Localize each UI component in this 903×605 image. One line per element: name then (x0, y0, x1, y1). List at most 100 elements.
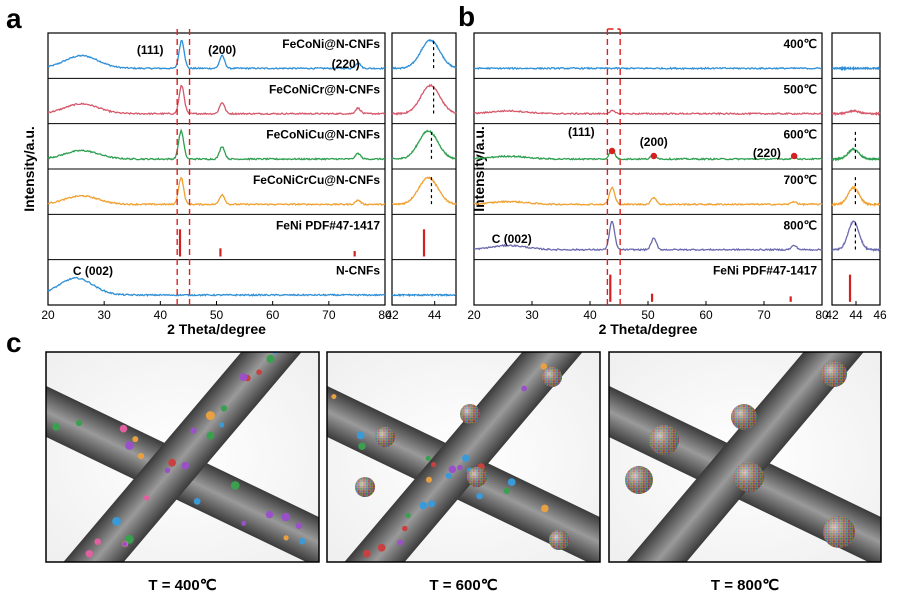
render-image-1 (29, 352, 319, 593)
peak-marker-dot (650, 152, 657, 160)
metal-atom (230, 481, 240, 490)
x-tick-label: 70 (757, 308, 771, 322)
series-line (47, 128, 386, 161)
render-image-2 (327, 291, 600, 562)
metal-atom (77, 587, 83, 593)
x-tick-label: 40 (583, 308, 597, 322)
metal-atom (582, 291, 590, 299)
alloy-nanoparticle-shade (821, 361, 847, 387)
metal-atom (426, 476, 432, 483)
alloy-nanoparticle-shade (823, 516, 855, 548)
series-line (48, 84, 386, 116)
metal-atom (76, 419, 83, 427)
reference-label: FeNi PDF#47-1417 (713, 264, 817, 278)
peak-label-111: (111) (137, 43, 164, 57)
alloy-nanoparticle-shade (731, 404, 757, 430)
series-line (47, 176, 386, 207)
x-tick-label: 70 (322, 308, 336, 322)
x-tick-label: 40 (154, 308, 168, 322)
series-label: 500℃ (784, 82, 818, 96)
panel-a: a Intensity/a.u. FeCoNi@N-CNFs FeCoNiCr@N-C… (6, 3, 457, 337)
alloy-nanoparticle-shade (460, 404, 480, 424)
panel-b: bIntensity/a.u.400℃500℃600℃700℃800℃FeNi … (458, 1, 887, 337)
panel-label: a (6, 3, 22, 34)
metal-atom (96, 562, 102, 568)
series-line (473, 221, 823, 252)
metal-atom (164, 467, 171, 474)
metal-atom (220, 405, 228, 412)
series-label: FeCoNiCrCu@N-CNFs (253, 173, 380, 187)
metal-atom (193, 498, 201, 505)
metal-atom (239, 373, 248, 382)
inset-series-line (391, 83, 457, 116)
series-label: 600℃ (784, 128, 818, 142)
x-axis-label: 2 Theta/degree (167, 321, 266, 337)
series-label: 700℃ (784, 173, 818, 187)
metal-atom (190, 427, 197, 434)
peak-label-220: (220) (332, 57, 360, 71)
x-tick-label: 80 (815, 308, 829, 322)
metal-atom (143, 495, 150, 501)
temperature-caption: T = 800℃ (711, 577, 779, 594)
carbon-nanofiber (46, 352, 319, 562)
metal-atom (540, 363, 548, 370)
metal-atom (124, 534, 134, 544)
alloy-nanoparticle-shade (542, 367, 562, 387)
metal-atom (541, 504, 549, 513)
metal-atom (266, 354, 275, 363)
x-tick-label: 60 (266, 308, 280, 322)
series-line (47, 276, 386, 297)
render-frame (608, 351, 882, 563)
metal-atom (112, 517, 121, 526)
x-tick-label: 50 (210, 308, 224, 322)
series-line (47, 39, 386, 70)
metal-atom (462, 454, 470, 462)
inset-series-line (392, 176, 457, 206)
peak-label-200: (200) (208, 43, 236, 57)
inset-x-tick-label: 44 (428, 308, 442, 322)
metal-atom (419, 501, 428, 510)
alloy-nanoparticle-shade (467, 467, 487, 487)
inset-x-tick-label: 44 (849, 308, 863, 322)
series-line (473, 148, 823, 161)
panel-c: c T = 400℃ T = 600℃ T = 800℃ (6, 291, 882, 594)
metal-atom (81, 569, 87, 575)
panel-label: c (6, 327, 22, 358)
metal-atom (52, 422, 61, 431)
metal-atom (256, 369, 262, 376)
metal-atom (428, 500, 436, 508)
series-label: FeCoNiCr@N-CNFs (269, 82, 380, 96)
metal-atom (29, 405, 35, 411)
metal-atom (132, 436, 139, 443)
metal-atom (405, 512, 411, 519)
metal-atom (521, 385, 527, 392)
metal-atom (125, 441, 134, 450)
inset-series-line (391, 293, 457, 298)
alloy-nanoparticle-shade (549, 530, 569, 550)
x-tick-label: 60 (699, 308, 713, 322)
render-frame (326, 351, 601, 563)
metal-atom (281, 512, 291, 522)
render-frame (45, 351, 320, 563)
x-axis-label: 2 Theta/degree (599, 321, 698, 337)
alloy-nanoparticle-shade (734, 462, 764, 492)
metal-atom (448, 465, 457, 474)
alloy-nanoparticle-shade (625, 466, 653, 494)
metal-atom (283, 535, 289, 541)
series-label: FeCoNi@N-CNFs (282, 37, 380, 51)
carbon-peak-label: C (002) (492, 232, 532, 246)
peak-marker-dot (608, 147, 616, 155)
metal-atom (377, 543, 386, 552)
metal-atom (445, 472, 452, 479)
peak-label-220: (220) (753, 146, 781, 160)
metal-atom (358, 442, 366, 450)
metal-atom (94, 538, 101, 545)
metal-atom (66, 577, 73, 584)
x-tick-label: 20 (467, 308, 481, 322)
series-line (474, 186, 823, 207)
alloy-nanoparticle-shade (649, 425, 679, 455)
carbon-nanofiber (609, 352, 881, 562)
series-line (473, 109, 823, 116)
x-tick-label: 20 (41, 308, 55, 322)
